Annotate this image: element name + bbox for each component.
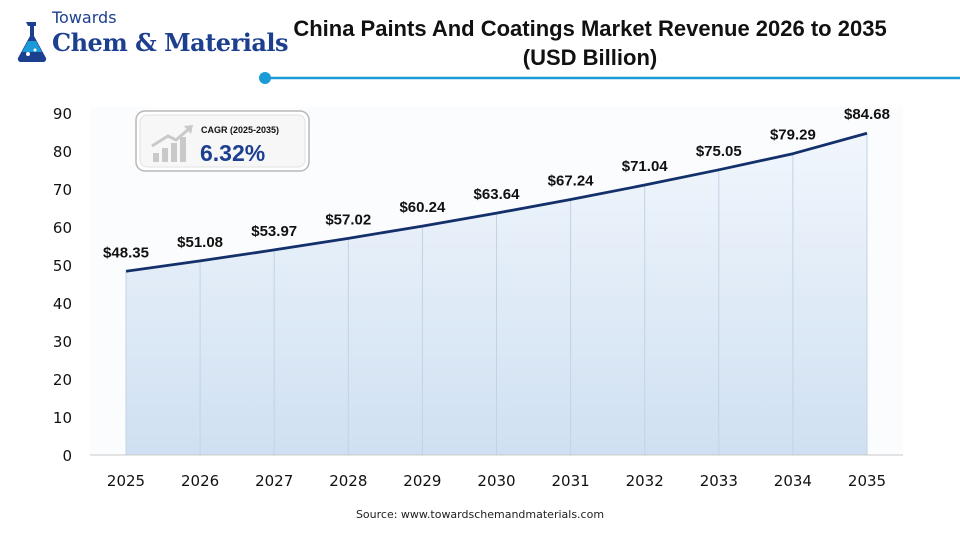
cagr-label: CAGR (2025-2035) [201, 125, 279, 135]
data-label: $60.24 [399, 199, 446, 216]
series-line [125, 131, 868, 273]
x-tick-label: 2031 [552, 472, 590, 490]
x-tick-label: 2032 [626, 472, 664, 490]
x-tick-label: 2027 [255, 472, 293, 490]
data-label: $71.04 [622, 158, 669, 175]
brand-logo: Towards Chem & Materials [14, 6, 289, 68]
x-axis: 2025 2026 2027 2028 2029 2030 2031 2032 2033 2034… [107, 472, 886, 490]
chart-title: China Paints And Coatings Market Revenue… [270, 14, 910, 72]
data-label: $57.02 [325, 211, 371, 228]
x-tick-label: 2029 [403, 472, 441, 490]
y-tick-label: 20 [53, 371, 72, 389]
data-label: $67.24 [548, 172, 595, 189]
y-tick-label: 90 [53, 105, 72, 123]
data-label: $51.08 [177, 234, 223, 251]
y-tick-label: 0 [62, 447, 72, 465]
flask-icon [17, 22, 47, 63]
data-label: $53.97 [251, 223, 297, 240]
cagr-badge: CAGR (2025-2035) 6.32% [135, 110, 310, 172]
chart-title-line1: China Paints And Coatings Market Revenue… [293, 16, 887, 41]
x-tick-label: 2034 [774, 472, 812, 490]
x-tick-label: 2028 [329, 472, 367, 490]
chart-title-line2: (USD Billion) [522, 45, 658, 70]
series-line-path [125, 131, 868, 273]
x-tick-label: 2026 [181, 472, 219, 490]
data-label: $63.64 [474, 186, 521, 203]
x-tick-label: 2035 [848, 472, 886, 490]
x-tick-label: 2025 [107, 472, 145, 490]
y-tick-label: 60 [53, 219, 72, 237]
cagr-value: 6.32% [200, 140, 265, 166]
source-note: Source: www.towardschemandmaterials.com [355, 508, 605, 521]
y-tick-label: 50 [53, 257, 72, 275]
x-tick-label: 2033 [700, 472, 738, 490]
grid-lines [90, 133, 903, 456]
y-axis: 0 10 20 30 40 50 60 70 80 90 [53, 105, 72, 465]
y-tick-label: 40 [53, 295, 72, 313]
x-tick-label: 2030 [477, 472, 515, 490]
growth-chart-icon [151, 125, 193, 162]
brand-name-top: Towards [52, 8, 117, 27]
data-label: $75.05 [696, 143, 742, 160]
brand-name-main: Chem & Materials [52, 28, 289, 57]
y-tick-label: 70 [53, 181, 72, 199]
y-tick-label: 80 [53, 143, 72, 161]
y-tick-label: 10 [53, 409, 72, 427]
data-label: $48.35 [103, 244, 149, 261]
data-label: $84.68 [844, 106, 890, 123]
y-tick-label: 30 [53, 333, 72, 351]
data-labels: $48.35 $51.08 $53.97 $57.02 $60.24 $63.64 $67.… [103, 106, 890, 261]
data-label: $79.29 [770, 127, 816, 144]
title-divider [259, 72, 960, 84]
